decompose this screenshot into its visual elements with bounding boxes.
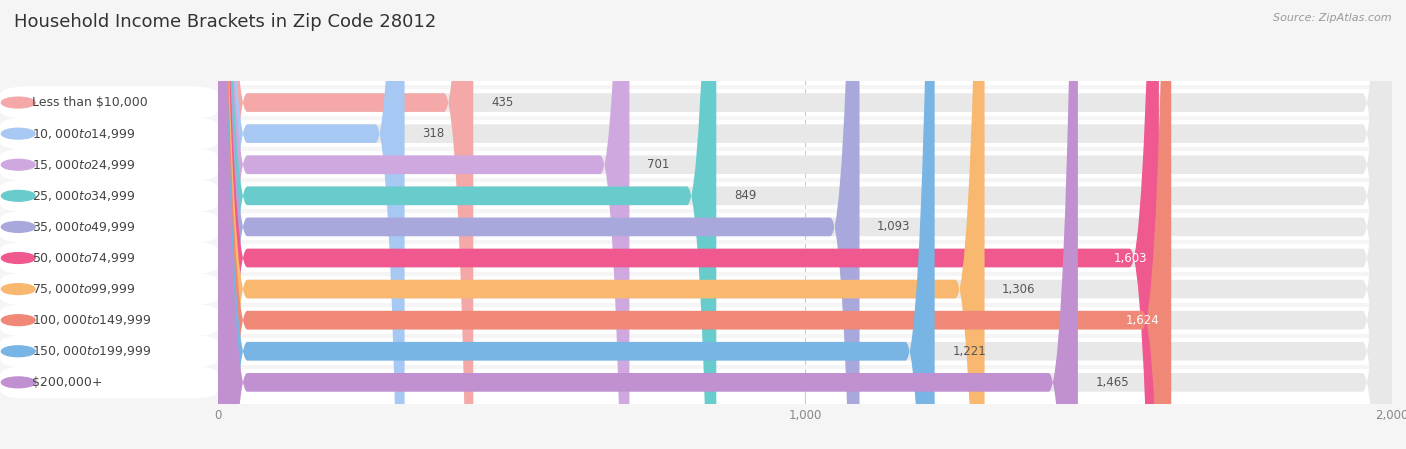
FancyBboxPatch shape (218, 0, 1392, 449)
Text: 1,465: 1,465 (1095, 376, 1129, 389)
Text: 1,093: 1,093 (877, 220, 911, 233)
Text: 1,221: 1,221 (952, 345, 986, 358)
FancyBboxPatch shape (218, 0, 935, 449)
FancyBboxPatch shape (218, 0, 474, 449)
FancyBboxPatch shape (218, 0, 1078, 449)
Text: 1,306: 1,306 (1002, 282, 1036, 295)
Text: $25,000 to $34,999: $25,000 to $34,999 (32, 189, 136, 203)
Text: $50,000 to $74,999: $50,000 to $74,999 (32, 251, 136, 265)
FancyBboxPatch shape (218, 0, 1392, 449)
FancyBboxPatch shape (218, 0, 1392, 449)
Text: $150,000 to $199,999: $150,000 to $199,999 (32, 344, 152, 358)
FancyBboxPatch shape (218, 0, 1171, 449)
Text: 318: 318 (422, 127, 444, 140)
FancyBboxPatch shape (218, 0, 1159, 449)
FancyBboxPatch shape (218, 0, 1392, 449)
Text: Source: ZipAtlas.com: Source: ZipAtlas.com (1274, 13, 1392, 23)
Text: 701: 701 (647, 158, 669, 171)
Text: $15,000 to $24,999: $15,000 to $24,999 (32, 158, 136, 172)
Text: $35,000 to $49,999: $35,000 to $49,999 (32, 220, 136, 234)
Text: $100,000 to $149,999: $100,000 to $149,999 (32, 313, 152, 327)
Text: $200,000+: $200,000+ (32, 376, 103, 389)
Text: 849: 849 (734, 189, 756, 202)
FancyBboxPatch shape (218, 0, 630, 449)
FancyBboxPatch shape (218, 0, 1392, 449)
FancyBboxPatch shape (218, 0, 984, 449)
Text: Less than $10,000: Less than $10,000 (32, 96, 148, 109)
Text: $10,000 to $14,999: $10,000 to $14,999 (32, 127, 136, 141)
FancyBboxPatch shape (218, 0, 716, 449)
Text: 1,603: 1,603 (1114, 251, 1147, 264)
Text: 435: 435 (491, 96, 513, 109)
FancyBboxPatch shape (218, 0, 1392, 449)
FancyBboxPatch shape (218, 0, 1392, 449)
Text: $75,000 to $99,999: $75,000 to $99,999 (32, 282, 136, 296)
FancyBboxPatch shape (218, 0, 1392, 449)
Text: Household Income Brackets in Zip Code 28012: Household Income Brackets in Zip Code 28… (14, 13, 436, 31)
FancyBboxPatch shape (218, 0, 405, 449)
Text: 1,624: 1,624 (1126, 314, 1160, 327)
FancyBboxPatch shape (218, 0, 1392, 449)
FancyBboxPatch shape (218, 0, 859, 449)
FancyBboxPatch shape (218, 0, 1392, 449)
